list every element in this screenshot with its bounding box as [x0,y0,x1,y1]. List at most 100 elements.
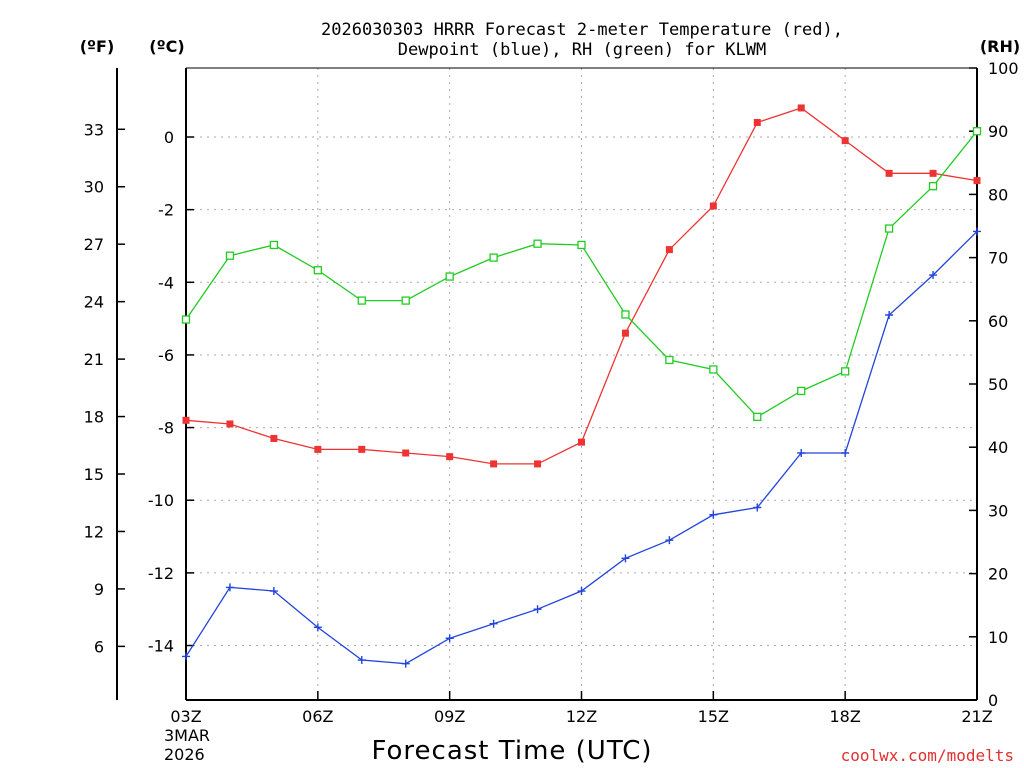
fahrenheit-tick-label: 6 [94,637,104,656]
temperature-point [665,246,673,254]
rh-point [753,412,762,422]
x-tick-label: 21Z [961,707,992,726]
rh-point [621,310,630,319]
fahrenheit-tick-label: 18 [84,408,104,427]
rh-point [269,240,279,250]
rh-point [225,251,235,260]
fahrenheit-unit-label: (ºF) [80,37,115,56]
fahrenheit-tick-label: 27 [84,235,104,254]
dewpoint-point [269,587,278,596]
rh-tick-label: 10 [988,628,1008,647]
rh-point [928,182,938,191]
rh-tick-label: 100 [988,59,1019,78]
rh-point [972,127,982,136]
temperature-point [226,420,234,428]
temperature-point [314,445,322,453]
dewpoint-point [357,656,366,665]
celsius-tick-label: -10 [148,491,174,510]
temperature-point [270,434,278,442]
rh-point [181,315,191,324]
x-tick-label: 06Z [302,707,333,726]
temperature-point [578,438,585,446]
fahrenheit-tick-label: 33 [84,120,104,139]
dewpoint-point [841,449,850,458]
rh-point [797,386,806,396]
fahrenheit-tick-label: 24 [84,293,104,312]
rh-tick-label: 50 [988,375,1008,394]
rh-tick-label: 60 [988,312,1008,331]
temperature-point [621,329,629,337]
rh-point [489,253,498,262]
temperature-point [929,169,937,177]
temperature-point [446,453,454,461]
rh-tick-label: 70 [988,249,1008,268]
rh-tick-label: 80 [988,185,1008,204]
rh-tick-label: 0 [988,691,998,710]
temperature-point [358,445,366,453]
temperature-point [841,137,849,145]
date-line-2: 2026 [164,745,205,764]
date-line-1: 3MAR [164,726,210,745]
dewpoint-point [445,634,454,643]
celsius-tick-label: -14 [148,637,174,656]
dewpoint-point [577,587,586,596]
dewpoint-point [533,605,542,614]
dewpoint-point [621,554,630,563]
axes-layer: 6 9 12 15 18 21 24 27 30 33 0 -2 -4 -6 -8 -10 -12 -14 0 10 2… [84,59,1019,726]
x-tick-label: 09Z [434,707,465,726]
rh-point [841,367,850,376]
temperature-point [534,460,542,468]
dewpoint-point [489,619,498,628]
credit-text: coolwx.com/modelts [841,746,1014,765]
rh-point [884,224,894,233]
dewpoint-point [225,583,234,592]
dewpoint-point [401,659,410,668]
celsius-tick-label: -4 [158,273,174,292]
rh-point [445,272,454,281]
dewpoint-point [753,503,762,512]
celsius-tick-label: -8 [158,419,174,438]
fahrenheit-tick-label: 15 [84,465,104,484]
dewpoint-point [665,536,674,545]
rh-point [313,266,322,275]
rh-point [401,296,410,305]
x-axis-title: Forecast Time (UTC) [371,736,652,766]
dewpoint-point [313,623,322,632]
temperature-point [885,169,893,177]
rh-point [533,239,542,248]
temperature-point [182,416,190,424]
x-tick-label: 12Z [566,707,597,726]
rh-point [357,296,366,305]
rh-point [665,355,674,365]
x-tick-label: 18Z [830,707,861,726]
dewpoint-point [885,310,894,319]
celsius-tick-label: -12 [148,564,174,583]
chart-title-line-1: 2026030303 HRRR Forecast 2-meter Tempera… [321,20,843,40]
temperature-point [797,104,805,112]
rh-tick-label: 30 [988,501,1008,520]
fahrenheit-tick-label: 9 [94,580,104,599]
dewpoint-point [709,510,718,519]
fahrenheit-tick-label: 21 [84,350,104,369]
temperature-point [973,177,981,185]
dewpoint-point [182,652,190,661]
rh-point [709,365,718,374]
dewpoint-point [929,271,938,280]
rh-point [577,240,586,250]
temperature-point [709,202,717,210]
temperature-point [490,460,498,468]
temperature-point [402,449,410,457]
x-tick-label: 15Z [698,707,729,726]
fahrenheit-tick-label: 30 [84,178,104,197]
fahrenheit-tick-label: 12 [84,522,104,541]
rh-tick-label: 90 [988,122,1008,141]
grid-layer [186,68,977,700]
rh-tick-label: 40 [988,438,1008,457]
series-layer [181,104,982,668]
dewpoint-point [973,227,981,236]
x-tick-label: 03Z [170,707,201,726]
celsius-unit-label: (ºC) [149,37,184,56]
temperature-point [753,118,761,126]
celsius-tick-label: 0 [164,128,174,147]
celsius-tick-label: -2 [158,201,174,220]
